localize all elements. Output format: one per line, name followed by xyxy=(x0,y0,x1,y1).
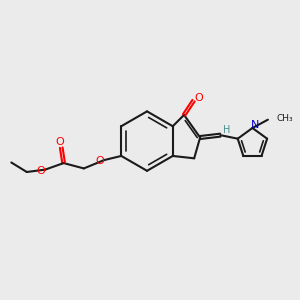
Text: H: H xyxy=(223,125,230,135)
Text: O: O xyxy=(96,156,105,166)
Text: O: O xyxy=(56,137,64,147)
Text: O: O xyxy=(37,166,45,176)
Text: O: O xyxy=(194,93,203,103)
Text: CH₃: CH₃ xyxy=(276,114,293,123)
Text: N: N xyxy=(250,120,259,130)
